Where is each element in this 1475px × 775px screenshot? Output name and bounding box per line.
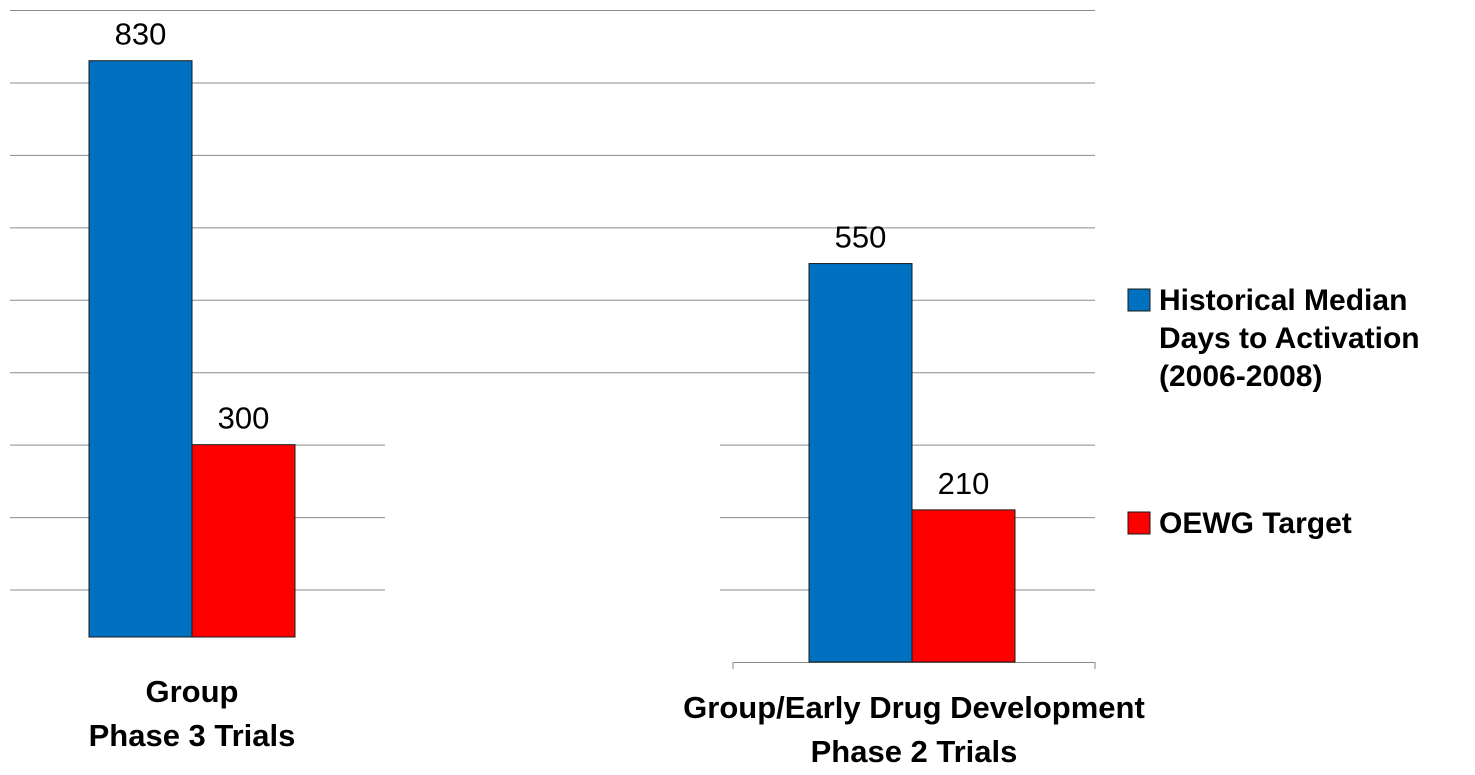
legend-label: OEWG Target [1159, 507, 1352, 540]
data-label: 830 [115, 17, 167, 52]
data-label: 300 [218, 401, 270, 436]
bar-historical-1 [808, 263, 913, 663]
legend-swatch [1127, 288, 1151, 312]
category-label: Group/Early Drug Development [683, 690, 1145, 725]
data-labels: 830 550 300 210 [115, 17, 990, 501]
bar-target-0 [191, 444, 296, 638]
category-label: Phase 3 Trials [89, 718, 296, 753]
bar-target-1 [911, 509, 1016, 663]
bars [88, 60, 1016, 663]
category-label: Phase 2 Trials [811, 734, 1018, 769]
data-label: 210 [938, 466, 990, 501]
legend-swatch [1127, 511, 1151, 535]
legend-label: Historical Median [1159, 284, 1407, 317]
legend-label: (2006-2008) [1159, 360, 1322, 393]
category-label: Group [146, 674, 239, 709]
legend-label: Days to Activation [1159, 322, 1420, 355]
data-label: 550 [835, 220, 887, 255]
bar-historical-0 [88, 60, 193, 638]
category-labels: Group Phase 3 Trials Group/Early Drug Deve… [89, 674, 1145, 769]
legend: Historical Median Days to Activation (2006… [1127, 284, 1420, 540]
